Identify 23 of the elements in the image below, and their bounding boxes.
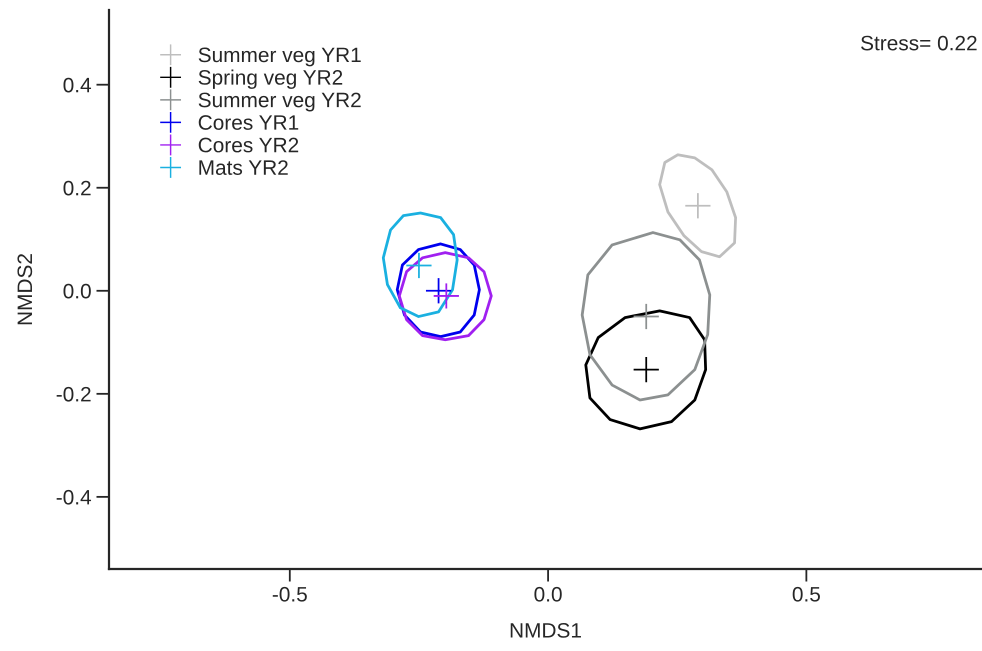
point	[634, 357, 659, 382]
x-tick-label: -0.5	[272, 586, 307, 602]
point	[434, 283, 459, 309]
y-tick-label: 0.2	[63, 180, 91, 196]
x-tick-label: 0.0	[534, 586, 562, 602]
legend-label: Cores YR2	[198, 138, 298, 152]
y-tick-label: -0.4	[56, 490, 92, 505]
annotation: Stress= 0.22	[861, 36, 977, 50]
y-tick-label: 0.0	[63, 284, 91, 299]
point	[634, 304, 659, 330]
point	[685, 193, 711, 218]
x-axis-title: NMDS1	[510, 623, 581, 638]
legend-label: Cores YR1	[198, 115, 298, 130]
y-tick-label: 0.4	[63, 78, 92, 92]
y-axis-title: NMDS2	[17, 254, 32, 324]
legend-label: Mats YR2	[199, 160, 288, 175]
legend-label: Summer veg YR2	[198, 92, 361, 112]
point	[406, 252, 432, 278]
y-tick-label: -0.2	[56, 386, 91, 402]
point	[426, 278, 452, 304]
x-tick-label: 0.5	[792, 586, 820, 602]
legend-label: Spring veg YR2	[198, 69, 342, 89]
legend-label: Summer veg YR1	[198, 47, 361, 66]
